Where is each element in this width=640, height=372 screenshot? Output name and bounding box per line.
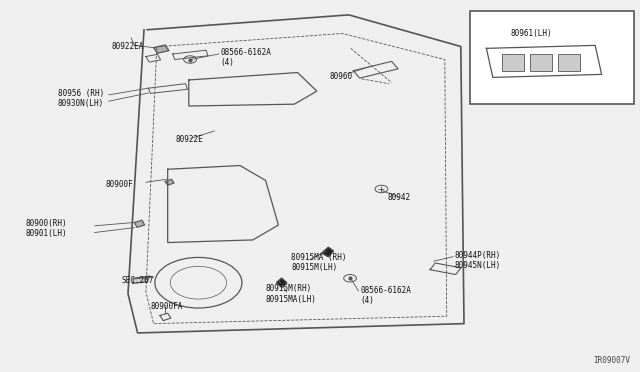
Text: 80900F: 80900F xyxy=(106,180,133,189)
Polygon shape xyxy=(165,179,174,185)
Text: 80956 (RH)
80930N(LH): 80956 (RH) 80930N(LH) xyxy=(58,89,104,108)
Bar xyxy=(530,54,552,71)
Polygon shape xyxy=(322,247,333,257)
Text: 80942: 80942 xyxy=(387,193,410,202)
Text: 80944P(RH)
80945N(LH): 80944P(RH) 80945N(LH) xyxy=(454,251,500,270)
Text: 80922E: 80922E xyxy=(176,135,204,144)
Text: 80900FA: 80900FA xyxy=(150,302,183,311)
Text: 80960: 80960 xyxy=(330,72,353,81)
Text: SEC.267: SEC.267 xyxy=(122,276,154,285)
Text: IR09007V: IR09007V xyxy=(593,356,630,365)
Text: 08566-6162A
(4): 08566-6162A (4) xyxy=(221,48,271,67)
Bar xyxy=(502,54,524,71)
Text: 80922EA: 80922EA xyxy=(112,42,145,51)
Text: 08566-6162A
(4): 08566-6162A (4) xyxy=(360,286,411,305)
Bar xyxy=(470,11,634,104)
Text: 80961(LH): 80961(LH) xyxy=(510,29,552,38)
Polygon shape xyxy=(276,278,287,287)
Bar xyxy=(558,54,580,71)
Polygon shape xyxy=(133,276,150,283)
Polygon shape xyxy=(154,45,169,53)
Polygon shape xyxy=(134,220,145,227)
Text: 80915M(RH)
80915MA(LH): 80915M(RH) 80915MA(LH) xyxy=(266,284,316,304)
Text: 80900(RH)
80901(LH): 80900(RH) 80901(LH) xyxy=(26,219,67,238)
Text: 80915MA (RH)
80915M(LH): 80915MA (RH) 80915M(LH) xyxy=(291,253,347,272)
